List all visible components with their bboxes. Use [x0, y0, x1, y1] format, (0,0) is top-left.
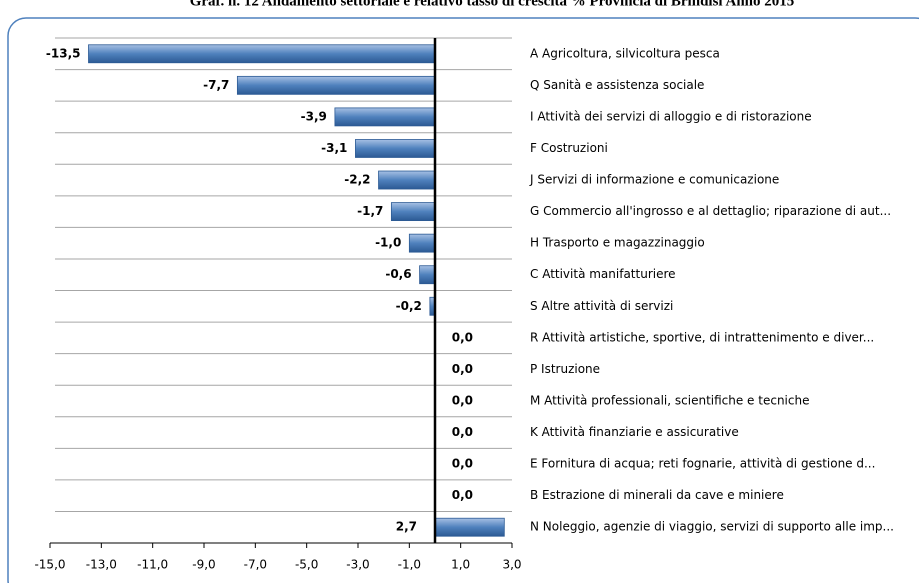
x-tick-label: -15,0: [34, 558, 65, 572]
value-label: 0,0: [452, 330, 473, 344]
category-label: G Commercio all'ingrosso e al dettaglio;…: [530, 204, 891, 218]
value-label: -7,7: [203, 78, 229, 92]
category-label: B Estrazione di minerali da cave e minie…: [530, 488, 784, 502]
bar: [236, 75, 436, 95]
bar: [419, 265, 436, 285]
category-label: F Costruzioni: [530, 141, 608, 155]
x-tick-label: -13,0: [86, 558, 117, 572]
category-label: P Istruzione: [530, 362, 600, 376]
category-label: Q Sanità e assistenza sociale: [530, 78, 704, 92]
value-label: 0,0: [452, 457, 473, 471]
x-tick-label: -1,0: [398, 558, 421, 572]
value-label: 0,0: [452, 362, 473, 376]
category-label: K Attività finanziarie e assicurative: [530, 425, 739, 439]
x-tick-label: -7,0: [244, 558, 267, 572]
category-label: H Trasporto e magazzinaggio: [530, 236, 705, 250]
category-label: J Servizi di informazione e comunicazion…: [529, 173, 779, 187]
category-label: E Fornitura di acqua; reti fognarie, att…: [530, 457, 875, 471]
category-label: R Attività artistiche, sportive, di intr…: [530, 330, 874, 344]
x-tick-label: 1,0: [451, 558, 470, 572]
value-label: -2,2: [344, 173, 370, 187]
value-label: -13,5: [46, 46, 81, 60]
value-label: -3,1: [321, 141, 347, 155]
bar: [334, 107, 436, 127]
category-label: I Attività dei servizi di alloggio e di …: [530, 109, 812, 123]
bar: [88, 44, 436, 64]
value-label: 0,0: [452, 393, 473, 407]
value-label: -0,6: [385, 267, 411, 281]
bar: [378, 170, 436, 190]
value-label: 0,0: [452, 425, 473, 439]
x-tick-label: 3,0: [502, 558, 521, 572]
value-label: -0,2: [396, 299, 422, 313]
category-label: C Attività manifatturiere: [530, 267, 676, 281]
category-label: N Noleggio, agenzie di viaggio, servizi …: [530, 520, 894, 534]
chart-title: Graf. n. 12 Andamento settoriale e relat…: [190, 0, 795, 9]
bar: [390, 202, 436, 221]
bar: [408, 233, 436, 253]
category-label: A Agricoltura, silvicoltura pesca: [530, 46, 720, 60]
category-label: S Altre attività di servizi: [530, 299, 673, 313]
bar: [434, 517, 505, 537]
value-label: -3,9: [301, 109, 327, 123]
bar: [355, 139, 436, 158]
value-label: 0,0: [452, 488, 473, 502]
x-tick-label: -3,0: [346, 558, 369, 572]
x-tick-label: -5,0: [295, 558, 318, 572]
value-label: 2,7: [396, 520, 417, 534]
category-label: M Attività professionali, scientifiche e…: [530, 393, 809, 407]
chart-frame: [7, 17, 919, 583]
x-tick-label: -9,0: [192, 558, 215, 572]
value-label: -1,7: [357, 204, 383, 218]
value-label: -1,0: [375, 236, 401, 250]
x-tick-label: -11,0: [137, 558, 168, 572]
